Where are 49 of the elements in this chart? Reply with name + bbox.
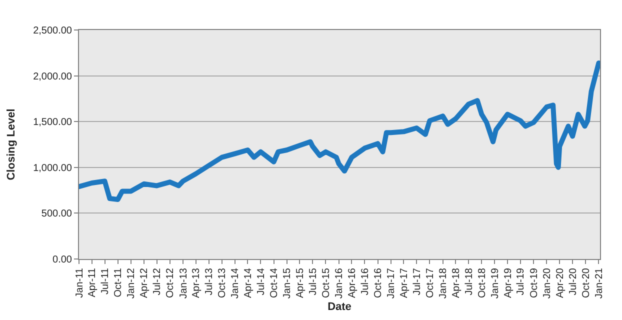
x-tick-label: Oct-16: [373, 268, 384, 298]
x-tick-label: Oct-18: [476, 268, 488, 298]
x-tick-label: Jan-17: [386, 268, 398, 299]
x-tick-label: Jan-15: [282, 268, 294, 299]
y-tick-label: 0.00: [52, 254, 72, 266]
x-tick-label: Oct-15: [320, 268, 332, 298]
x-tick-label: Apr-16: [346, 268, 358, 298]
x-tick-label: Jul-12: [152, 268, 164, 296]
x-tick-label: Apr-12: [139, 268, 150, 298]
x-tick-label: Jan-18: [438, 268, 450, 299]
x-tick-label: Jul-13: [204, 268, 215, 296]
x-tick-label: Jul-11: [100, 268, 111, 294]
x-tick-label: Oct-11: [113, 268, 124, 298]
x-tick-label: Jul-17: [412, 268, 423, 296]
x-tick-label: Oct-19: [528, 268, 540, 298]
x-tick-label: Oct-13: [217, 268, 228, 298]
x-tick-label: Jul-20: [568, 268, 579, 296]
x-tick-label: Apr-17: [398, 268, 410, 298]
x-tick-label: Apr-11: [87, 268, 98, 298]
y-tick-label: 1,500.00: [33, 117, 72, 128]
x-tick-label: Jul-18: [464, 268, 475, 296]
y-tick-label: 2,500.00: [33, 26, 72, 36]
x-tick-label: Apr-13: [191, 268, 202, 298]
y-tick-label: 2,000.00: [33, 71, 72, 82]
x-tick-label: Apr-14: [242, 268, 254, 298]
y-axis-title: Closing Level: [6, 108, 18, 180]
x-tick-label: Jul-19: [516, 268, 527, 296]
x-tick-label: Jul-15: [308, 268, 319, 296]
x-tick-label: Oct-12: [165, 268, 176, 298]
x-tick-label: Jan-11: [74, 268, 86, 298]
x-tick-label: Jan-13: [178, 268, 190, 299]
x-tick-label: Oct-14: [269, 268, 280, 298]
x-tick-label: Jul-16: [360, 268, 371, 296]
y-tick-label: 1,000.00: [33, 162, 72, 174]
x-tick-label: Oct-20: [580, 268, 592, 298]
x-tick-label: Apr-20: [554, 268, 566, 298]
x-tick-label: Jan-19: [490, 268, 501, 299]
y-tick-label: 500.00: [41, 208, 72, 220]
x-tick-label: Apr-15: [294, 268, 306, 298]
x-axis-title: Date: [328, 300, 352, 313]
x-tick-label: Apr-19: [502, 268, 514, 298]
x-tick-label: Jul-14: [256, 268, 267, 296]
x-tick-label: Jan-20: [542, 268, 553, 299]
x-tick-label: Jan-12: [126, 268, 138, 299]
x-tick-label: Jan-14: [230, 268, 242, 299]
x-tick-label: Oct-17: [424, 268, 436, 298]
x-tick-label: Jan-16: [334, 268, 346, 299]
x-tick-label: Apr-18: [450, 268, 462, 298]
x-tick-label: Jan-21: [594, 268, 605, 299]
